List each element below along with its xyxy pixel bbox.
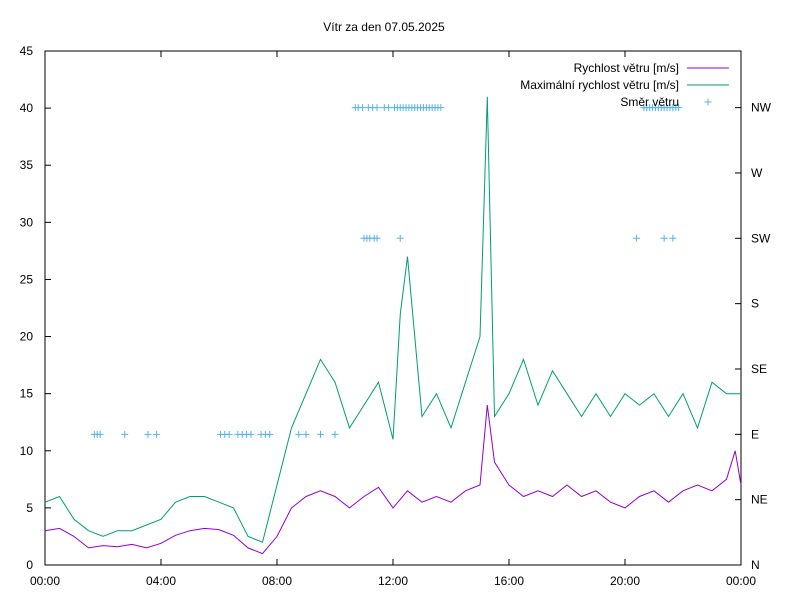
y-tick-label: 25 — [20, 272, 34, 286]
direction-point — [633, 234, 641, 242]
legend-marker — [704, 98, 712, 106]
direction-point — [302, 430, 310, 438]
x-tick-label: 00:00 — [726, 574, 756, 588]
y-tick-label: 35 — [20, 158, 34, 172]
legend-label: Směr větru — [620, 95, 679, 109]
chart-title: Vítr za den 07.05.2025 — [323, 20, 445, 34]
y-tick-label: 10 — [20, 444, 34, 458]
direction-point — [317, 430, 324, 438]
x-axis: 00:00 04:00 08:00 12:00 16:00 20:00 00:00 — [30, 51, 756, 588]
y-tick-label: 5 — [26, 501, 33, 515]
x-tick-label: 12:00 — [378, 574, 408, 588]
y2-tick-label: S — [751, 297, 759, 311]
legend: Rychlost větru [m/s] Maximální rychlost v… — [520, 61, 729, 109]
direction-point — [675, 104, 683, 112]
y-axis-right: N NE E SE S SW W NW — [735, 101, 772, 572]
direction-point — [266, 430, 274, 438]
y-tick-label: 20 — [20, 330, 34, 344]
direction-point — [396, 234, 404, 242]
x-tick-label: 16:00 — [494, 574, 524, 588]
y-tick-label: 15 — [20, 387, 34, 401]
y2-tick-label: SW — [751, 231, 771, 245]
direction-point — [247, 430, 255, 438]
legend-label: Maximální rychlost větru [m/s] — [520, 78, 679, 92]
direction-point — [295, 430, 303, 438]
legend-label: Rychlost větru [m/s] — [574, 61, 679, 75]
series-wind-speed-line — [44, 405, 742, 555]
y2-tick-label: W — [751, 166, 763, 180]
series-direction-markers — [90, 104, 683, 438]
series-layer — [44, 96, 742, 555]
direction-point — [660, 234, 668, 242]
y-tick-label: 0 — [26, 558, 33, 572]
direction-point — [121, 430, 129, 438]
y-tick-label: 45 — [20, 44, 34, 58]
x-tick-label: 00:00 — [30, 574, 60, 588]
direction-point — [225, 430, 233, 438]
y-axis-left: 0 5 10 15 20 25 30 35 40 45 — [20, 44, 51, 572]
direction-point — [96, 430, 104, 438]
direction-point — [144, 430, 152, 438]
y2-tick-label: E — [751, 427, 759, 441]
series-max-wind-speed-line — [44, 96, 741, 543]
y2-tick-label: NW — [751, 101, 772, 115]
y2-tick-label: N — [751, 558, 760, 572]
x-tick-label: 20:00 — [610, 574, 640, 588]
y-tick-label: 40 — [20, 101, 34, 115]
direction-point — [373, 104, 381, 112]
plot-frame — [44, 50, 742, 566]
direction-point — [437, 104, 445, 112]
direction-point — [331, 430, 339, 438]
x-tick-label: 08:00 — [262, 574, 292, 588]
x-tick-label: 04:00 — [146, 574, 176, 588]
direction-point — [153, 430, 161, 438]
direction-point — [373, 234, 381, 242]
y2-tick-label: SE — [751, 362, 767, 376]
y-tick-label: 30 — [20, 215, 34, 229]
direction-point — [669, 234, 677, 242]
y2-tick-label: NE — [751, 493, 768, 507]
